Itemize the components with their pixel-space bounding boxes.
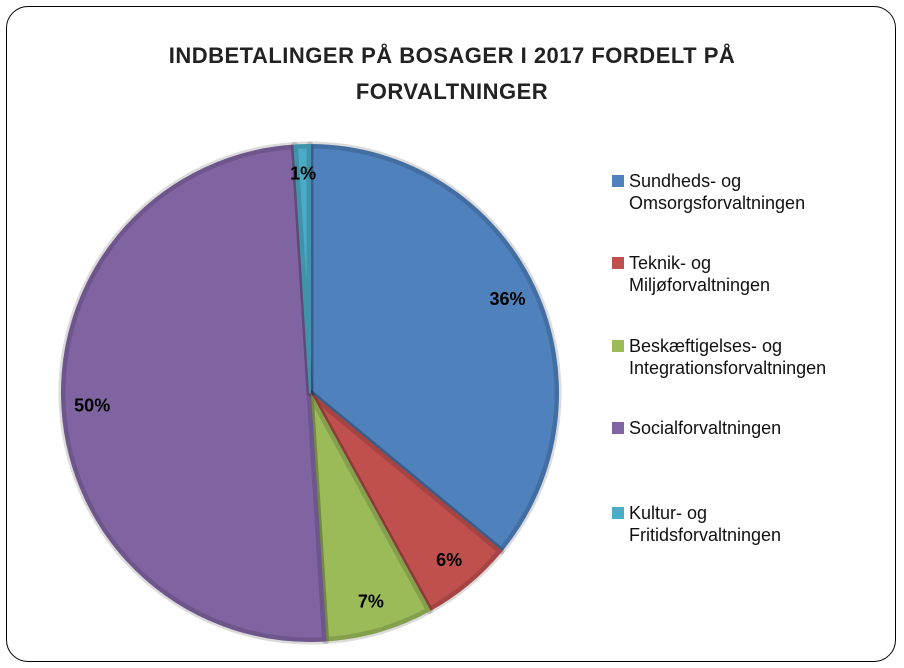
chart-border xyxy=(6,6,896,662)
legend-label: Beskæftigelses- og Integrationsforvaltni… xyxy=(629,336,827,378)
chart-title: INDBETALINGER PÅ BOSAGER I 2017 FORDELT … xyxy=(168,43,736,104)
legend-swatch xyxy=(612,257,624,269)
pie-slice xyxy=(309,143,559,553)
slice-edge xyxy=(306,389,433,645)
legend-label: Socialforvaltningen xyxy=(629,418,782,438)
legend-swatch xyxy=(612,175,624,187)
slice-edge xyxy=(58,141,330,645)
slice-edge xyxy=(290,141,314,397)
legend-label: Teknik- og Miljøforvaltningen xyxy=(629,253,771,295)
slice-edge xyxy=(306,141,562,555)
data-label: 1% xyxy=(290,164,316,184)
data-label: 7% xyxy=(358,591,384,611)
legend-label: Sundheds- og Omsorgsforvaltningen xyxy=(629,171,806,213)
legend-label: Kultur- og Fritidsforvaltningen xyxy=(629,503,782,545)
pie-slice xyxy=(293,143,311,394)
legend-swatch xyxy=(612,340,624,352)
data-label: 6% xyxy=(436,550,462,570)
data-label: 36% xyxy=(489,289,525,309)
pie-slice xyxy=(309,392,431,642)
pie-slice xyxy=(61,144,327,642)
legend-swatch xyxy=(612,507,624,519)
data-label: 50% xyxy=(74,395,110,415)
legend-swatch xyxy=(612,422,624,434)
